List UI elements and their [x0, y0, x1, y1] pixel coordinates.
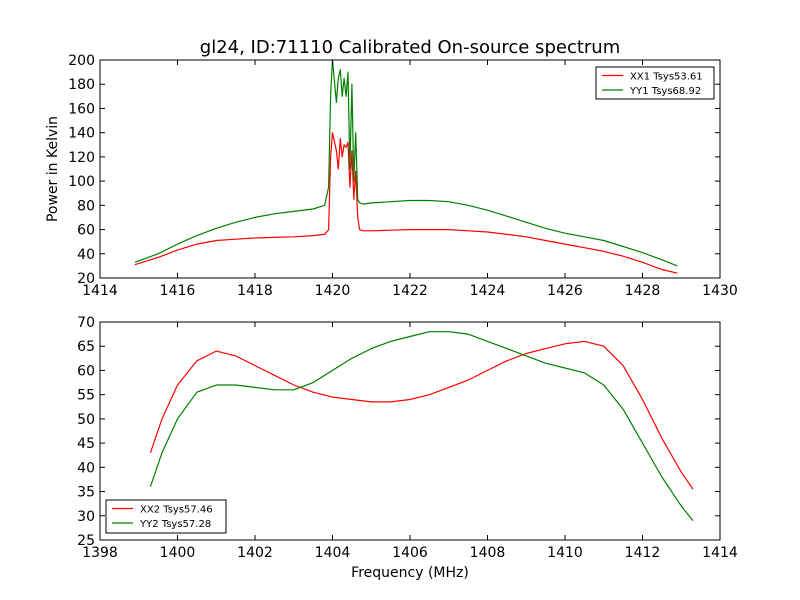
y-tick-label: 100 [68, 174, 95, 190]
legend: XX2 Tsys57.46 YY2 Tsys57.28 [105, 499, 227, 534]
y-tick-label: 65 [77, 339, 95, 355]
series-layer [134, 59, 678, 274]
x-tick-label: 1424 [470, 283, 506, 299]
x-axis-label: Frequency (MHz) [351, 565, 469, 581]
legend-label: YY2 Tsys57.28 [139, 519, 211, 530]
y-tick-label: 30 [77, 509, 95, 525]
series-layer [149, 331, 694, 521]
y-tick-label: 200 [68, 53, 95, 69]
y-tick-label: 45 [77, 436, 95, 452]
tick-layer: 1398 1400 1402 1404 1406 1408 1410 1412 1414 25 30… [77, 315, 738, 561]
y-tick-label: 25 [77, 533, 95, 549]
y-tick-label: 20 [77, 271, 95, 287]
legend-box [595, 66, 715, 100]
x-tick-label: 1426 [547, 283, 583, 299]
x-tick-label: 1404 [315, 545, 351, 561]
x-tick-label: 1416 [160, 283, 196, 299]
series-line-2 [134, 59, 678, 267]
x-tick-label: 1398 [82, 545, 118, 561]
y-tick-label: 140 [68, 126, 95, 142]
y-tick-label: 80 [77, 198, 95, 214]
x-tick-label: 1412 [625, 545, 661, 561]
series-line-1 [134, 132, 678, 274]
x-tick-label: 1414 [702, 545, 738, 561]
y-tick-label: 35 [77, 485, 95, 501]
x-tick-label: 1400 [160, 545, 196, 561]
chart-title: gl24, ID:71110 Calibrated On-source spec… [200, 37, 620, 58]
y-tick-label: 120 [68, 150, 95, 166]
x-tick-label: 1402 [237, 545, 273, 561]
plot-frame [99, 59, 721, 279]
top-chart: gl24, ID:71110 Calibrated On-source spec… [45, 37, 738, 299]
x-tick-label: 1408 [470, 545, 506, 561]
legend-label: YY1 Tsys68.92 [629, 86, 701, 97]
legend: XX1 Tsys53.61 YY1 Tsys68.92 [595, 66, 715, 100]
y-tick-label: 50 [77, 412, 95, 428]
y-tick-label: 55 [77, 388, 95, 404]
plot-frame [99, 321, 721, 541]
x-tick-label: 1418 [237, 283, 273, 299]
y-tick-label: 70 [77, 315, 95, 331]
y-tick-label: 180 [68, 77, 95, 93]
y-tick-label: 160 [68, 101, 95, 117]
legend-box [105, 499, 227, 534]
bottom-chart: Frequency (MHz) 1398 1400 1402 1404 1406 1408… [77, 315, 738, 581]
legend-label: XX2 Tsys57.46 [140, 505, 213, 516]
y-tick-label: 60 [77, 223, 95, 239]
y-tick-label: 60 [77, 363, 95, 379]
x-tick-label: 1430 [702, 283, 738, 299]
legend-label: XX1 Tsys53.61 [630, 72, 703, 83]
series-line-2 [149, 331, 694, 521]
y-axis-label: Power in Kelvin [45, 116, 61, 222]
tick-layer: 1414 1416 1418 1420 1422 1424 1426 1428 1430 20 40… [68, 53, 738, 299]
series-line-1 [149, 340, 694, 490]
x-tick-label: 1410 [547, 545, 583, 561]
x-tick-label: 1422 [392, 283, 428, 299]
x-tick-label: 1420 [315, 283, 351, 299]
y-tick-label: 40 [77, 247, 95, 263]
y-tick-label: 40 [77, 460, 95, 476]
x-tick-label: 1428 [625, 283, 661, 299]
x-tick-label: 1406 [392, 545, 428, 561]
x-tick-label: 1414 [82, 283, 118, 299]
